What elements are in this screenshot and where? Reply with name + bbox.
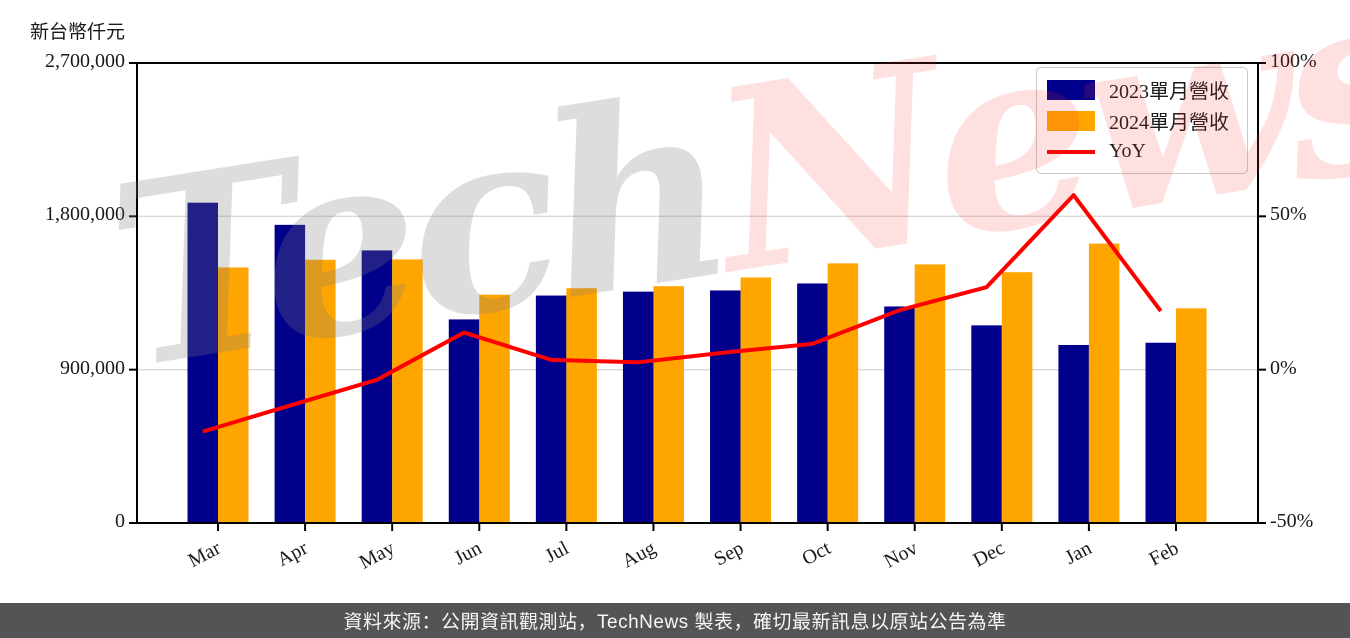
bar-2024單月營收-Jun xyxy=(479,294,510,523)
bar-2023單月營收-Jan xyxy=(1058,344,1089,523)
footer-bar: 資料來源：公開資訊觀測站，TechNews 製表，確切最新訊息以原站公告為準 xyxy=(0,603,1350,638)
bar-2024單月營收-Mar xyxy=(218,267,249,523)
legend-label-2024: 2024單月營收 xyxy=(1109,112,1229,134)
bar-2024單月營收-Dec xyxy=(1001,272,1033,523)
bar-2023單月營收-Jul xyxy=(535,295,567,523)
bar-2024單月營收-Jul xyxy=(566,288,597,523)
bar-2024單月營收-May xyxy=(392,259,423,523)
legend-item-yoy: YoY xyxy=(1037,136,1247,167)
plot-frame xyxy=(136,62,1259,524)
bar-2024單月營收-Jan xyxy=(1088,243,1120,523)
legend-swatch-2023 xyxy=(1047,79,1095,100)
bar-2023單月營收-Apr xyxy=(274,224,306,523)
yoy-line xyxy=(202,193,1163,434)
bar-2023單月營收-Mar xyxy=(187,202,218,523)
bar-2023單月營收-Aug xyxy=(622,291,654,523)
bar-2024單月營收-Oct xyxy=(827,263,859,523)
chart-plot xyxy=(129,62,1266,531)
bar-2024單月營收-Feb xyxy=(1176,308,1207,523)
bar-2024單月營收-Sep xyxy=(740,277,772,523)
bar-2023單月營收-Nov xyxy=(884,306,915,523)
bar-2023單月營收-Sep xyxy=(710,290,741,523)
bar-2024單月營收-Nov xyxy=(914,264,946,523)
bar-2023單月營收-Dec xyxy=(971,325,1002,523)
bar-2024單月營收-Aug xyxy=(653,286,684,523)
legend: 2023單月營收 2024單月營收 YoY xyxy=(1036,67,1248,174)
bar-2023單月營收-May xyxy=(361,250,393,523)
legend-label-yoy: YoY xyxy=(1109,140,1146,162)
bar-2023單月營收-Jun xyxy=(448,319,480,523)
left-axis-title: 新台幣仟元 xyxy=(30,22,126,43)
footer-text: 資料來源：公開資訊觀測站，TechNews 製表，確切最新訊息以原站公告為準 xyxy=(343,612,1007,633)
legend-item-2023: 2023單月營收 xyxy=(1037,74,1247,105)
legend-swatch-yoy xyxy=(1047,149,1095,154)
bar-2023單月營收-Feb xyxy=(1145,342,1176,523)
bar-2024單月營收-Apr xyxy=(305,259,336,523)
legend-label-2023: 2023單月營收 xyxy=(1109,81,1229,103)
bar-2023單月營收-Oct xyxy=(797,283,828,523)
legend-item-2024: 2024單月營收 xyxy=(1037,105,1247,136)
legend-swatch-2024 xyxy=(1047,110,1095,131)
